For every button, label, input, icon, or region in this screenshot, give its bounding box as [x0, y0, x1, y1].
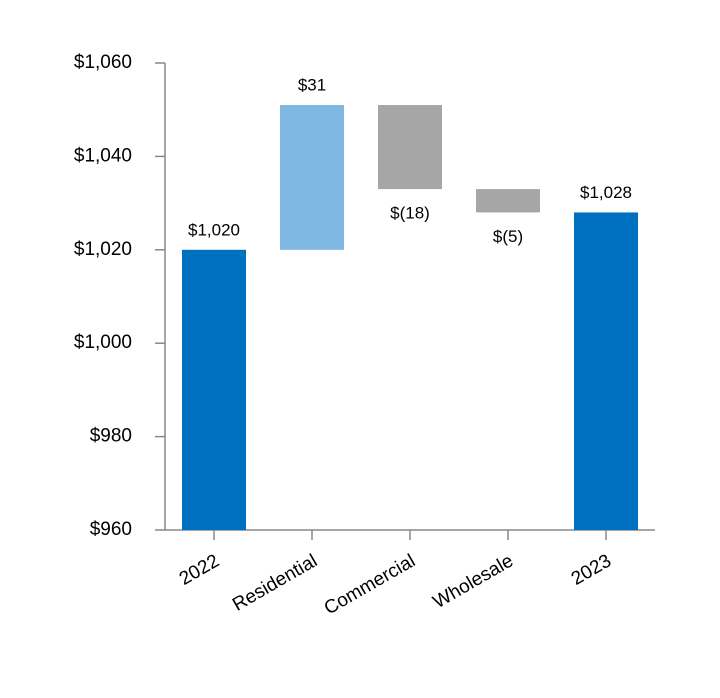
- value-label: $1,020: [188, 220, 240, 239]
- bar: [378, 105, 442, 190]
- y-tick-label: $1,040: [74, 145, 132, 166]
- value-label: $(5): [493, 227, 523, 246]
- y-tick-label: $1,000: [74, 332, 132, 353]
- bar: [574, 212, 638, 530]
- x-tick-label: 2022: [176, 550, 223, 589]
- y-tick-label: $1,060: [74, 52, 132, 73]
- y-tick-label: $1,020: [74, 239, 132, 260]
- x-tick-label: Residential: [229, 550, 321, 615]
- x-tick-label: Wholesale: [430, 550, 517, 613]
- y-tick-label: $960: [90, 519, 132, 540]
- bar: [476, 189, 540, 213]
- value-label: $(18): [390, 204, 430, 223]
- bar: [280, 105, 344, 250]
- value-label: $31: [298, 76, 326, 95]
- y-tick-label: $980: [90, 426, 132, 447]
- value-label: $1,028: [580, 183, 632, 202]
- x-tick-label: 2023: [568, 550, 615, 589]
- bar: [182, 249, 246, 531]
- x-tick-label: Commercial: [321, 550, 419, 619]
